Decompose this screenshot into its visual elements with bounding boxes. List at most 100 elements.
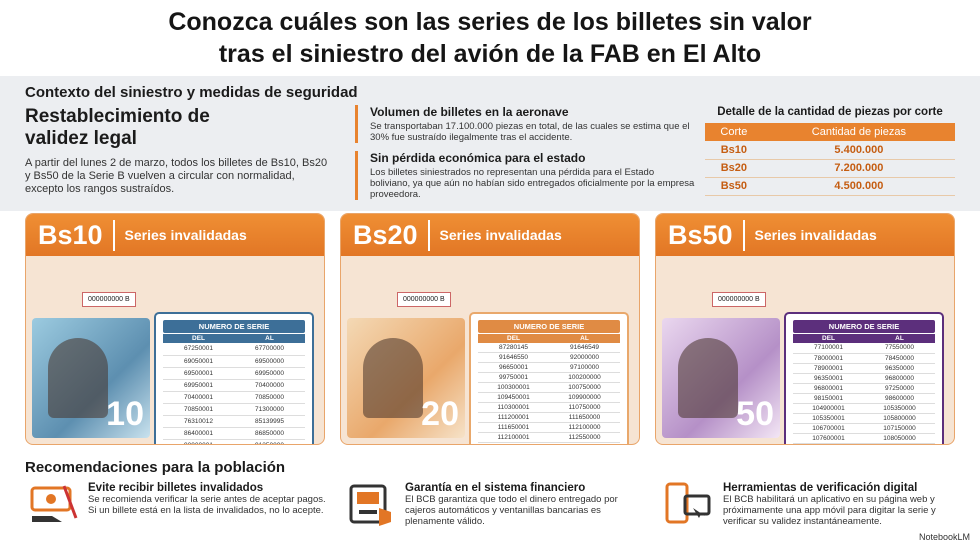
cell: 71300000 <box>234 403 305 416</box>
cell: 78000001 <box>793 353 864 364</box>
row: 100300001 100750000 <box>478 382 620 393</box>
recommendations-heading: Recomendaciones para la población <box>25 459 286 476</box>
title-line: Conozca cuáles son las series de los bil… <box>168 8 812 36</box>
cell: 78450000 <box>864 353 935 364</box>
cell: 85139995 <box>234 415 305 428</box>
card-body: 10 000000000 B NUMERO DE SERIE DEL AL 6725000… <box>26 256 324 444</box>
cell: 109450001 <box>478 392 549 403</box>
cell: 86400001 <box>163 427 234 440</box>
title: Conozca cuáles son las series de los bil… <box>0 6 980 70</box>
row: 111200001 111650000 <box>478 412 620 423</box>
cell: 69050001 <box>163 355 234 368</box>
header-cell: DEL <box>478 334 549 343</box>
item-title: Volumen de billetes en la aeronave <box>370 105 569 119</box>
cell: 111650001 <box>478 422 549 433</box>
thead: DEL AL <box>793 334 935 343</box>
cell: 106700001 <box>793 423 864 434</box>
table-header: Corte Cantidad de piezas <box>705 123 955 141</box>
cell: 96350001 <box>793 373 864 384</box>
row: 91646550 92000000 <box>478 352 620 363</box>
item-body: Los billetes siniestrados no representan… <box>370 167 695 200</box>
denomination: Bs10 <box>38 219 115 251</box>
cell: 113000000 <box>549 442 620 444</box>
denomination: Bs50 <box>668 219 745 251</box>
row: 98150001 98600000 <box>793 393 935 404</box>
note-serial: 000000000 B <box>397 292 451 307</box>
note-portrait <box>363 338 423 418</box>
row: 104900001 105350000 <box>793 403 935 414</box>
row: 112550001113000000 <box>478 442 620 444</box>
table-header: DEL AL <box>163 334 305 343</box>
legal-body: A partir del lunes 2 de marzo, todos los… <box>25 157 328 195</box>
cell: 107600001 <box>793 433 864 444</box>
note-value: 10 <box>106 395 144 433</box>
cell: 105800000 <box>864 413 935 424</box>
header-cell: AL <box>234 334 305 343</box>
tbody: 87280145 91646549 91646550 92000000 96650001… <box>478 343 620 444</box>
cell: 92000000 <box>549 352 620 363</box>
row: 96350001 96800000 <box>793 373 935 384</box>
cell: 112100000 <box>549 422 620 433</box>
cell: 70850000 <box>234 391 305 404</box>
table-body: Bs10 5.400.000 Bs20 7.200.000 Bs50 4.500.000 <box>705 141 955 196</box>
cell: 77550000 <box>864 343 935 354</box>
row: 67250001 67700000 <box>163 343 305 356</box>
cell: 108050000 <box>864 433 935 444</box>
card-body: 20 000000000 B NUMERO DE SERIE DEL AL 8728014… <box>341 256 639 444</box>
row: 69950001 70400000 <box>163 379 305 392</box>
note-serial: 000000000 B <box>712 292 766 307</box>
context-heading: Contexto del siniestro y medidas de segu… <box>25 84 358 101</box>
cell: 112550000 <box>549 432 620 443</box>
cell: 69500000 <box>234 355 305 368</box>
cell: 91646550 <box>478 352 549 363</box>
cell: 97100000 <box>549 362 620 373</box>
cell: 110300001 <box>478 402 549 413</box>
note-value: 50 <box>736 395 774 433</box>
row: 87280145 91646549 <box>478 343 620 353</box>
row: 86400001 86850000 <box>163 427 305 440</box>
row: 111650001 112100000 <box>478 422 620 433</box>
cell: 87280145 <box>478 343 549 353</box>
cell: 78900001 <box>793 363 864 374</box>
table-title: NUMERO DE SERIE <box>478 320 620 333</box>
detail-table: Detalle de la cantidad de piezas por cor… <box>705 106 955 196</box>
cell: 4.500.000 <box>762 177 955 196</box>
context-item: Volumen de billetes en la aeronave Se tr… <box>355 105 695 143</box>
row: 70850001 71300000 <box>163 403 305 416</box>
row: 76310012 85139995 <box>163 415 305 428</box>
recommendation: Herramientas de verificación digital El B… <box>663 482 963 528</box>
table-title: NUMERO DE SERIE <box>793 320 935 333</box>
row: 109450001 109900000 <box>478 392 620 403</box>
cell: 105350001 <box>793 413 864 424</box>
row: 69500001 69950000 <box>163 367 305 380</box>
row: 112100001 112550000 <box>478 432 620 443</box>
banknote: 20 000000000 B <box>347 292 465 438</box>
row: 110300001 110750000 <box>478 402 620 413</box>
rec-title: Herramientas de verificación digital <box>723 482 918 494</box>
table-title: Detalle de la cantidad de piezas por cor… <box>717 106 943 118</box>
header-cell: AL <box>864 334 935 343</box>
cell: 111650000 <box>549 412 620 423</box>
table-title: NUMERO DE SERIE <box>163 320 305 333</box>
row: 69050001 69500000 <box>163 355 305 368</box>
row: 99750001 100200000 <box>478 372 620 383</box>
note-portrait <box>48 338 108 418</box>
recommendation: Evite recibir billetes invalidados Se rec… <box>28 482 328 528</box>
cell: 96800000 <box>864 373 935 384</box>
recommendation: Garantía en el sistema financiero El BCB … <box>345 482 645 528</box>
rec-body: El BCB habilitará un aplicativo en su pá… <box>723 494 936 527</box>
card-header: Bs10 Series invalidadas <box>26 214 324 256</box>
row: Bs50 4.500.000 <box>705 177 955 196</box>
cell: 96650001 <box>478 362 549 373</box>
cell: 86850000 <box>234 427 305 440</box>
rec-title: Garantía en el sistema financiero <box>405 482 586 494</box>
card-label: Series invalidadas <box>124 227 247 243</box>
cell: 76310012 <box>163 415 234 428</box>
cell: 70850001 <box>163 403 234 416</box>
context-item: Sin pérdida económica para el estado Los… <box>355 151 695 200</box>
row: Bs10 5.400.000 <box>705 141 955 160</box>
cell: 98150001 <box>793 393 864 404</box>
cell: 70400001 <box>163 391 234 404</box>
row: 78000001 78450000 <box>793 353 935 364</box>
table: DEL AL 67250001 67700000 69050001 69500000 695… <box>163 334 305 444</box>
